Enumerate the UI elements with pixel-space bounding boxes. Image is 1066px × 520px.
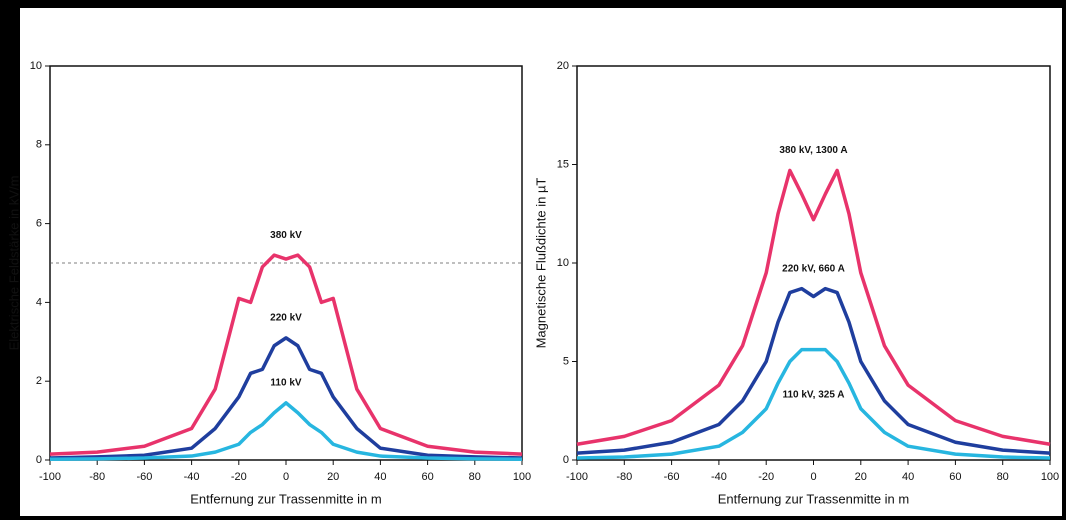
series-line bbox=[576, 286, 1051, 455]
x-tick-label: -20 bbox=[758, 471, 774, 483]
y-tick-label: 6 bbox=[36, 218, 42, 230]
x-tick-label: -80 bbox=[89, 471, 105, 483]
x-tick-label: -100 bbox=[566, 471, 588, 483]
x-tick-label: 100 bbox=[513, 471, 531, 483]
y-axis-label: Elektrische Feldstärke in kV/m bbox=[6, 176, 21, 351]
x-axis-label: Entfernung zur Trassenmitte in m bbox=[190, 491, 381, 506]
y-tick-label: 0 bbox=[36, 454, 42, 466]
series-label: 220 kV, 660 A bbox=[782, 263, 845, 274]
x-axis-label: Entfernung zur Trassenmitte in m bbox=[718, 491, 909, 506]
x-tick-label: 40 bbox=[902, 471, 914, 483]
y-tick-label: 8 bbox=[36, 139, 42, 151]
x-tick-label: -40 bbox=[184, 471, 200, 483]
series-label: 110 kV, 325 A bbox=[782, 389, 844, 400]
series-line bbox=[576, 347, 1051, 460]
x-tick-label: 80 bbox=[469, 471, 481, 483]
series-line bbox=[49, 253, 523, 456]
x-tick-label: -40 bbox=[711, 471, 727, 483]
x-tick-label: -100 bbox=[39, 471, 61, 483]
series-label: 110 kV bbox=[270, 378, 301, 389]
x-tick-label: 60 bbox=[421, 471, 433, 483]
y-axis-label: Magnetische Flußdichte in µT bbox=[533, 178, 548, 349]
y-tick-label: 0 bbox=[563, 454, 569, 466]
y-tick-label: 2 bbox=[36, 375, 42, 387]
x-tick-label: -60 bbox=[136, 471, 152, 483]
x-tick-label: 40 bbox=[374, 471, 386, 483]
y-tick-label: 15 bbox=[557, 158, 569, 170]
y-tick-label: 5 bbox=[563, 355, 569, 367]
y-tick-label: 20 bbox=[557, 60, 569, 72]
series-label: 380 kV bbox=[270, 230, 302, 241]
x-tick-label: 60 bbox=[949, 471, 961, 483]
series-line bbox=[576, 168, 1051, 446]
x-tick-label: -60 bbox=[664, 471, 680, 483]
panel bbox=[20, 8, 1062, 516]
x-tick-label: -20 bbox=[231, 471, 247, 483]
y-tick-label: 10 bbox=[30, 60, 42, 72]
y-tick-label: 10 bbox=[557, 257, 569, 269]
x-tick-label: 80 bbox=[997, 471, 1009, 483]
series-line bbox=[49, 336, 523, 460]
series-line bbox=[49, 401, 523, 461]
x-tick-label: 20 bbox=[855, 471, 867, 483]
x-tick-label: 20 bbox=[327, 471, 339, 483]
x-tick-label: -80 bbox=[616, 471, 632, 483]
series-label: 220 kV bbox=[270, 313, 302, 324]
y-tick-label: 4 bbox=[36, 296, 42, 308]
series-label: 380 kV, 1300 A bbox=[779, 145, 847, 156]
x-tick-label: 0 bbox=[810, 471, 816, 483]
x-tick-label: 100 bbox=[1041, 471, 1059, 483]
x-tick-label: 0 bbox=[283, 471, 289, 483]
